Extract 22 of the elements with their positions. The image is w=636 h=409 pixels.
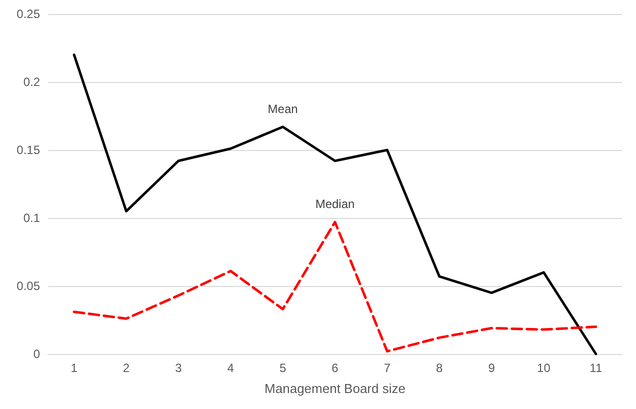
x-tick-label: 9 — [488, 361, 496, 375]
y-tick-label: 0.2 — [23, 75, 40, 89]
x-tick-label: 2 — [122, 361, 130, 375]
x-tick-label: 4 — [227, 361, 234, 375]
x-axis-title: Management Board size — [264, 381, 406, 396]
x-tick-label: 7 — [384, 361, 391, 375]
y-tick-label: 0.15 — [16, 143, 40, 157]
x-tick-label: 3 — [175, 361, 182, 375]
x-tick-label: 5 — [279, 361, 286, 375]
x-tick-label: 6 — [332, 361, 339, 375]
x-tick-label: 8 — [436, 361, 444, 375]
x-tick-label: 11 — [590, 361, 602, 375]
y-tick-label: 0.25 — [16, 7, 40, 21]
series-label: Median — [315, 197, 355, 212]
line-series — [72, 220, 598, 353]
line-series — [72, 54, 598, 356]
y-tick-label: 0.1 — [23, 211, 40, 225]
y-tick-label: 0.05 — [16, 279, 40, 293]
y-tick-label: 0 — [33, 347, 40, 361]
series-label: Mean — [268, 102, 298, 116]
x-tick-label: 1 — [70, 361, 78, 375]
x-tick-label: 10 — [537, 361, 551, 375]
